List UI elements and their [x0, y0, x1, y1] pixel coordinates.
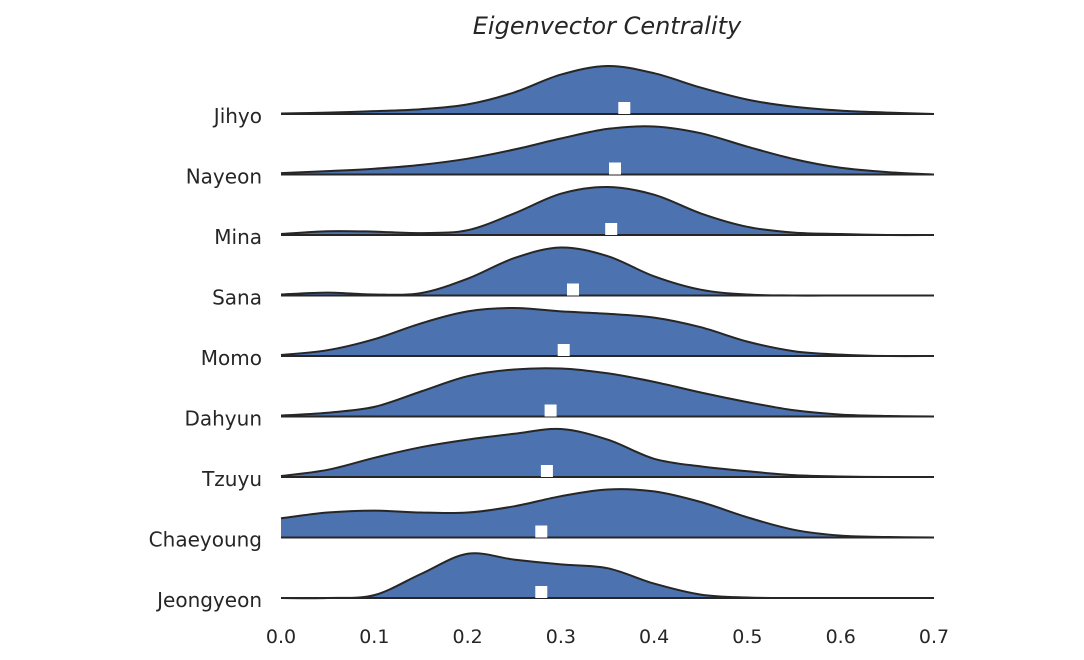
x-tick-label: 0.0 [266, 626, 296, 648]
x-tick-label: 0.1 [359, 626, 389, 648]
x-tick-label: 0.4 [639, 626, 669, 648]
ridge-nayeon: Nayeon [186, 125, 935, 189]
ridge-mina: Mina [214, 185, 935, 249]
y-label-sana: Sana [212, 286, 262, 310]
y-label-chaeyoung: Chaeyoung [149, 528, 262, 552]
median-marker-mina [605, 223, 618, 235]
ridge-momo: Momo [201, 306, 935, 370]
median-marker-momo [557, 344, 570, 356]
x-tick-label: 0.6 [826, 626, 856, 648]
ridges-group: Jihyo Nayeon Mina Sana Momo Dahyun Tzuyu Chaeyo… [149, 64, 935, 612]
x-tick-label: 0.3 [546, 626, 576, 648]
x-axis-ticks: 0.0 0.1 0.2 0.3 0.4 0.5 0.6 0.7 [266, 626, 949, 648]
ridge-jeongyeon: Jeongyeon [155, 552, 934, 612]
ridge-dahyun: Dahyun [184, 367, 935, 431]
chart-title: Eigenvector Centrality [473, 12, 742, 40]
y-label-jeongyeon: Jeongyeon [155, 588, 262, 612]
x-tick-label: 0.5 [732, 626, 762, 648]
median-marker-tzuyu [540, 465, 553, 477]
median-marker-dahyun [544, 404, 557, 417]
ridge-outline-mina [280, 185, 935, 237]
ridge-fill-chaeyoung [281, 489, 934, 538]
x-tick-label: 0.7 [919, 626, 949, 648]
ridge-jihyo: Jihyo [212, 64, 935, 128]
ridge-fill-momo [281, 308, 934, 357]
ridge-fill-jihyo [281, 65, 934, 114]
ridge-sana: Sana [212, 246, 934, 310]
median-marker-chaeyoung [535, 525, 548, 538]
ridge-fill-jeongyeon [281, 553, 934, 599]
median-marker-sana [567, 283, 579, 296]
y-label-tzuyu: Tzuyu [201, 467, 262, 491]
ridge-fill-tzuyu [281, 428, 934, 478]
ridge-outline-chaeyoung [280, 488, 935, 539]
ridge-outline-dahyun [280, 367, 935, 418]
x-tick-label: 0.2 [452, 626, 482, 648]
y-label-momo: Momo [201, 346, 262, 370]
ridge-fill-dahyun [281, 368, 934, 417]
ridge-outline-jihyo [280, 64, 935, 115]
median-marker-jihyo [618, 102, 631, 114]
median-marker-jeongyeon [535, 586, 548, 598]
ridge-fill-sana [281, 247, 934, 296]
y-label-mina: Mina [214, 225, 262, 249]
y-label-jihyo: Jihyo [212, 104, 262, 128]
y-label-dahyun: Dahyun [184, 407, 262, 431]
ridge-outline-momo [280, 306, 935, 358]
ridge-chaeyoung: Chaeyoung [149, 488, 935, 552]
ridge-tzuyu: Tzuyu [201, 427, 935, 491]
ridge-outline-nayeon [280, 125, 935, 176]
median-marker-nayeon [609, 162, 621, 175]
ridge-fill-mina [281, 186, 934, 236]
y-label-nayeon: Nayeon [186, 165, 262, 189]
